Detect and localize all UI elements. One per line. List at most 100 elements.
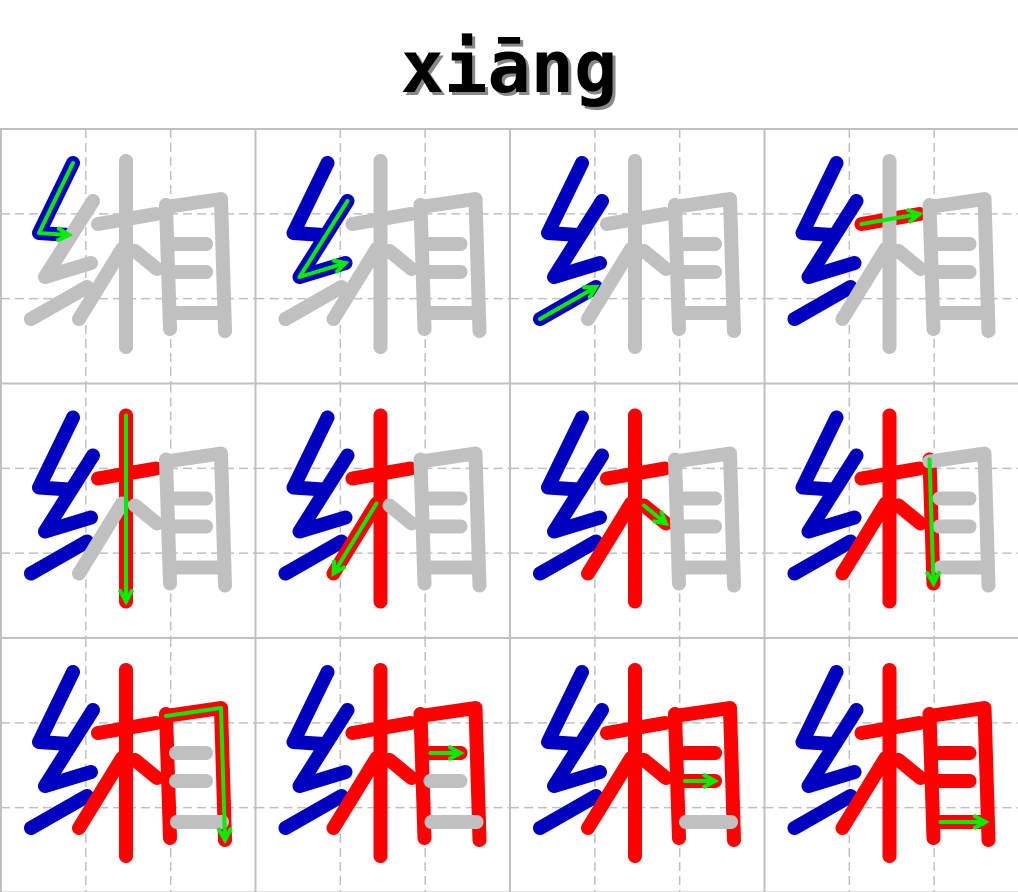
- character-stroke-3: [278, 789, 349, 835]
- direction-arrow: [927, 457, 936, 586]
- arrowhead-icon: [925, 570, 941, 588]
- character-stroke-7: [128, 753, 164, 785]
- character-stroke-2: [547, 194, 609, 284]
- character-stroke-9: [159, 446, 232, 593]
- character-stroke-1: [795, 665, 844, 751]
- character-stroke-7: [891, 244, 928, 276]
- direction-arrow: [37, 161, 75, 237]
- character-stroke-9: [413, 701, 487, 847]
- arrowhead-icon: [56, 226, 74, 243]
- character-stroke-6: [72, 496, 129, 581]
- direction-arrow: [331, 501, 379, 576]
- pinyin-title: xiāng: [400, 25, 618, 109]
- character-stroke-2: [801, 448, 864, 539]
- character-stroke-6: [581, 751, 638, 835]
- character-stroke-9: [922, 701, 996, 847]
- character-stroke-7: [637, 244, 673, 276]
- character-stroke-8: [668, 198, 686, 336]
- arrowhead-icon: [906, 208, 924, 224]
- character-stroke-2: [547, 448, 609, 539]
- character-stroke-6: [72, 242, 129, 326]
- character-stroke-2: [38, 703, 100, 793]
- direction-arrow: [859, 212, 922, 226]
- stroke-step-cell: [509, 637, 766, 892]
- character-stroke-6: [835, 242, 893, 326]
- character-stroke-1: [795, 156, 844, 242]
- character-stroke-2: [801, 194, 864, 284]
- character-stroke-8: [922, 707, 941, 845]
- character-stroke-3: [533, 789, 603, 835]
- character-stroke-8: [159, 452, 177, 591]
- character-stroke-1: [286, 410, 335, 497]
- arrowhead-icon: [331, 559, 346, 578]
- arrowhead-icon: [216, 827, 233, 845]
- stroke-step-cell: [0, 128, 257, 385]
- character-stroke-8: [159, 198, 177, 336]
- direction-arrow: [164, 706, 227, 842]
- character-stroke-2: [38, 194, 100, 284]
- character-stroke-3: [278, 280, 349, 326]
- character-stroke-2: [547, 703, 609, 793]
- character-stroke-8: [668, 707, 686, 845]
- character-stroke-6: [326, 751, 384, 835]
- character-stroke-1: [541, 156, 589, 242]
- stroke-step-cell: [254, 128, 511, 385]
- character-stroke-2: [292, 448, 355, 539]
- stroke-step-cell: [0, 382, 257, 639]
- character-stroke-9: [668, 192, 741, 338]
- stroke-step-cell: [763, 382, 1018, 639]
- character-stroke-3: [278, 534, 349, 581]
- character-stroke-1: [286, 156, 335, 242]
- character-stroke-8: [413, 198, 432, 336]
- character-stroke-3: [787, 789, 858, 835]
- character-stroke-6: [835, 751, 893, 835]
- stroke-step-cell: [509, 128, 766, 385]
- character-stroke-7: [128, 498, 164, 531]
- character-stroke-3: [24, 789, 94, 835]
- arrowhead-icon: [447, 745, 465, 761]
- character-stroke-8: [922, 198, 941, 336]
- character-stroke-6: [72, 751, 129, 835]
- character-stroke-3: [24, 534, 94, 581]
- character-stroke-7: [637, 753, 673, 785]
- arrowhead-icon: [702, 773, 720, 789]
- stroke-step-cell: [0, 637, 257, 892]
- character-stroke-3: [24, 280, 94, 326]
- character-stroke-9: [922, 192, 996, 338]
- stroke-step-cell: [254, 382, 511, 639]
- stroke-step-cell: [254, 637, 511, 892]
- character-stroke-1: [32, 410, 80, 497]
- direction-arrow: [642, 503, 668, 526]
- arrowhead-icon: [972, 814, 990, 830]
- stroke-order-grid: [0, 128, 1018, 892]
- stroke-step-cell: [763, 128, 1018, 385]
- arrowhead-icon: [582, 284, 600, 300]
- character-stroke-7: [891, 498, 928, 531]
- character-stroke-9: [668, 701, 741, 847]
- direction-arrow: [297, 199, 350, 279]
- character-stroke-7: [382, 244, 419, 276]
- character-stroke-9: [159, 192, 232, 338]
- character-stroke-8: [413, 452, 432, 591]
- character-stroke-8: [159, 707, 177, 845]
- stroke-step-cell: [509, 382, 766, 639]
- character-stroke-1: [795, 410, 844, 497]
- character-stroke-9: [413, 446, 487, 593]
- arrowhead-icon: [331, 258, 350, 274]
- character-stroke-1: [286, 665, 335, 751]
- character-stroke-2: [292, 703, 355, 793]
- character-stroke-1: [32, 665, 80, 751]
- character-stroke-2: [38, 448, 100, 539]
- character-stroke-9: [922, 446, 996, 593]
- character-stroke-7: [382, 753, 419, 785]
- character-stroke-7: [382, 498, 419, 531]
- character-stroke-8: [668, 452, 686, 591]
- character-stroke-3: [533, 534, 603, 581]
- character-stroke-6: [835, 496, 893, 581]
- character-stroke-9: [413, 192, 487, 338]
- character-stroke-1: [541, 665, 589, 751]
- stroke-step-cell: [763, 637, 1018, 892]
- arrowhead-icon: [118, 588, 134, 606]
- character-stroke-6: [581, 496, 638, 581]
- character-stroke-1: [541, 410, 589, 497]
